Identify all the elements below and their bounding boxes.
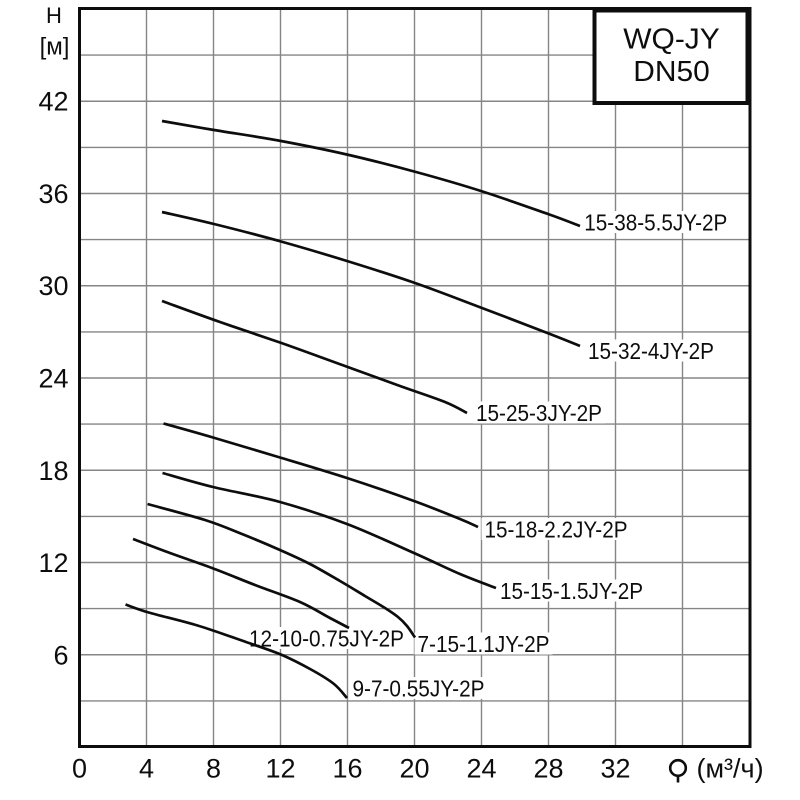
svg-text:12-10-0.75JY-2P: 12-10-0.75JY-2P <box>249 626 404 652</box>
svg-text:[м]: [м] <box>40 34 70 61</box>
svg-text:9-7-0.55JY-2P: 9-7-0.55JY-2P <box>353 676 485 702</box>
svg-text:15-38-5.5JY-2P: 15-38-5.5JY-2P <box>584 210 727 236</box>
svg-text:6: 6 <box>53 640 68 670</box>
svg-text:15-18-2.2JY-2P: 15-18-2.2JY-2P <box>485 517 628 543</box>
svg-text:12: 12 <box>38 548 68 578</box>
svg-text:H: H <box>46 3 62 28</box>
svg-text:0: 0 <box>72 754 87 784</box>
svg-text:42: 42 <box>38 87 68 117</box>
svg-text:30: 30 <box>38 271 68 301</box>
svg-text:WQ-JY: WQ-JY <box>623 23 720 55</box>
svg-text:18: 18 <box>38 456 68 486</box>
svg-text:DN50: DN50 <box>633 56 710 88</box>
svg-text:(м³/ч): (м³/ч) <box>697 754 764 784</box>
svg-text:12: 12 <box>265 754 295 784</box>
svg-text:16: 16 <box>332 754 362 784</box>
svg-text:15-25-3JY-2P: 15-25-3JY-2P <box>476 400 602 426</box>
svg-text:24: 24 <box>38 363 68 393</box>
svg-text:7-15-1.1JY-2P: 7-15-1.1JY-2P <box>418 631 550 657</box>
svg-text:24: 24 <box>466 754 496 784</box>
svg-text:15-15-1.5JY-2P: 15-15-1.5JY-2P <box>500 578 643 604</box>
svg-text:15-32-4JY-2P: 15-32-4JY-2P <box>588 338 714 364</box>
svg-text:4: 4 <box>139 754 154 784</box>
svg-text:36: 36 <box>38 179 68 209</box>
svg-text:8: 8 <box>206 754 221 784</box>
svg-text:20: 20 <box>399 754 429 784</box>
svg-text:28: 28 <box>533 754 563 784</box>
svg-text:32: 32 <box>600 754 630 784</box>
